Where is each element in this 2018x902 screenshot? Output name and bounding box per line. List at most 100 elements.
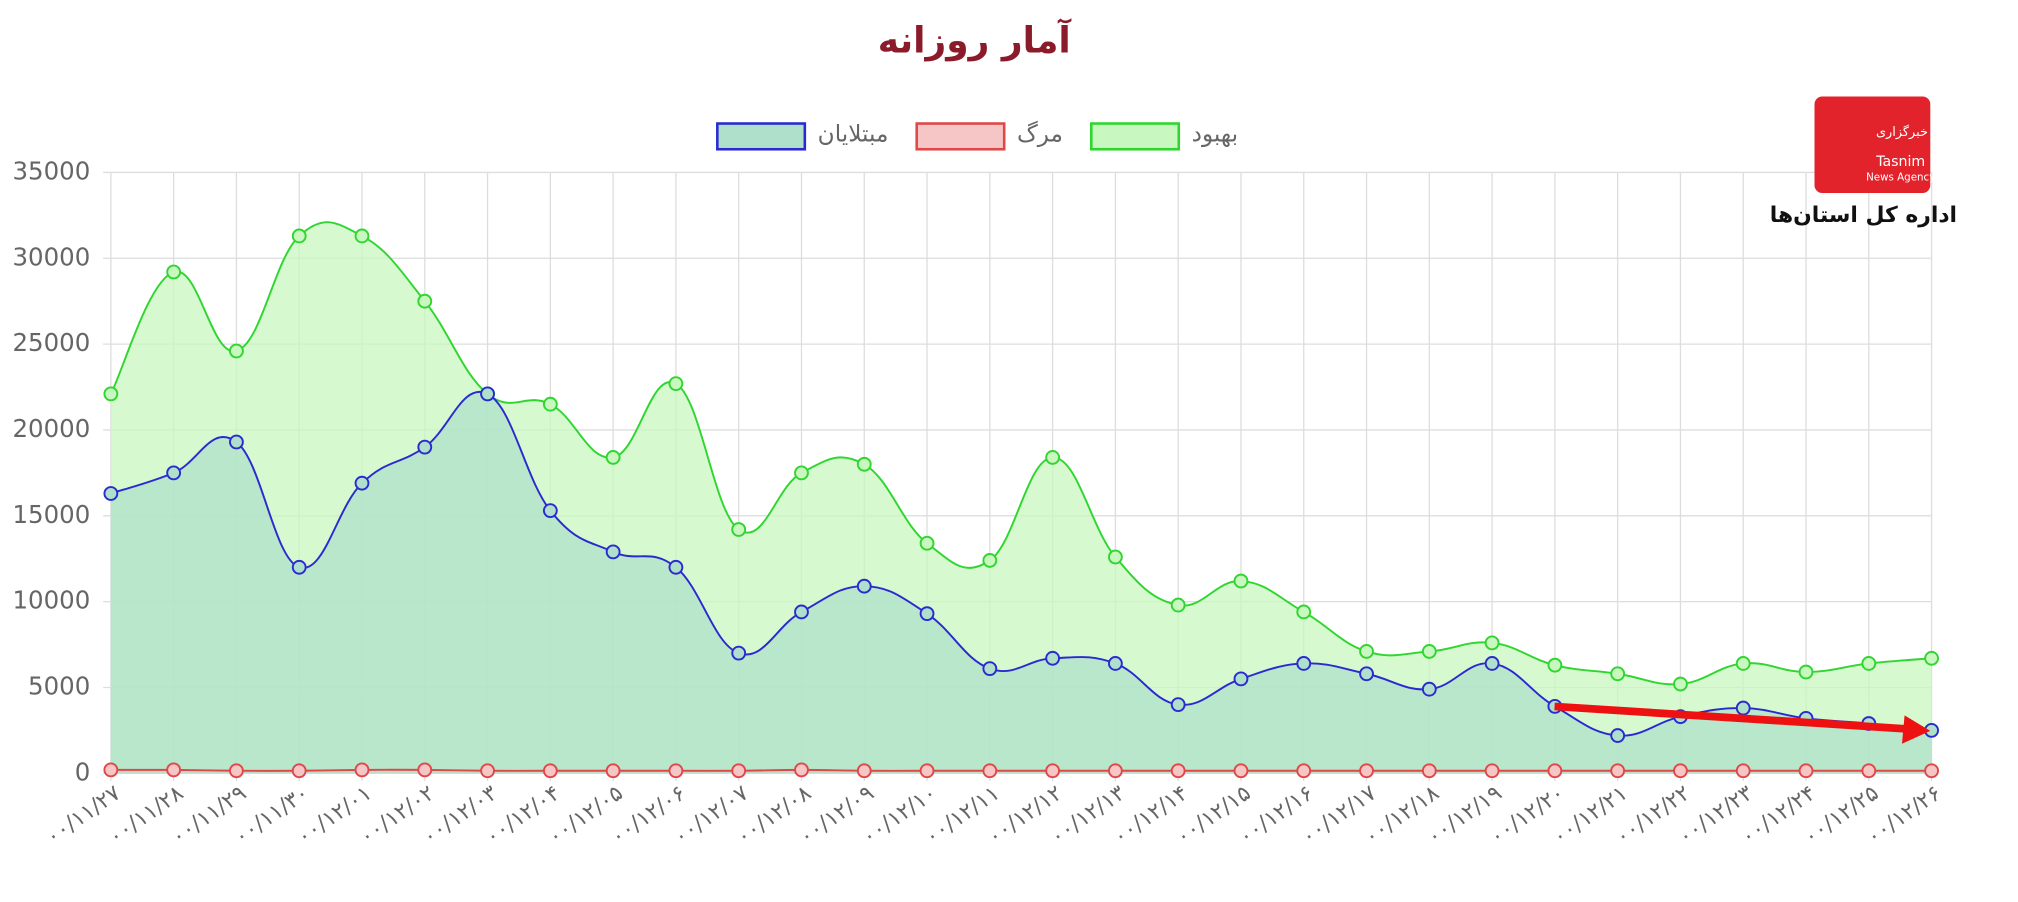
data-point — [1735, 656, 1751, 671]
data-point — [1359, 644, 1374, 659]
data-point — [856, 763, 872, 779]
area-fill — [110, 391, 1932, 774]
data-point — [794, 465, 809, 481]
series-line — [110, 390, 1932, 737]
data-point — [1359, 666, 1374, 682]
y-tick-label: 20000 — [13, 414, 91, 443]
data-point — [354, 475, 370, 491]
data-point — [1421, 763, 1437, 779]
data-point — [668, 763, 684, 779]
data-point — [417, 293, 433, 309]
data-point — [103, 762, 119, 778]
data-point — [1296, 656, 1312, 671]
data-point — [794, 604, 809, 620]
chart-title: آمار روزانه — [878, 17, 1073, 61]
data-point — [1045, 450, 1061, 465]
data-point — [1421, 644, 1437, 659]
data-point — [1170, 597, 1186, 613]
data-point — [542, 503, 558, 519]
data-point — [166, 762, 182, 778]
data-point — [1233, 763, 1249, 779]
data-point — [1735, 763, 1751, 779]
legend-label: بهبود — [1192, 122, 1238, 148]
data-point — [229, 434, 244, 450]
legend-swatch — [1089, 122, 1181, 151]
data-point — [354, 228, 370, 244]
data-point — [1108, 763, 1123, 779]
data-point — [291, 559, 307, 575]
lines — [103, 221, 1939, 779]
data-point — [229, 763, 244, 779]
data-point — [1484, 635, 1500, 651]
y-tick-label: 10000 — [13, 586, 91, 615]
data-point — [1421, 681, 1437, 697]
data-point — [1547, 657, 1563, 673]
y-tick-label: 30000 — [13, 242, 91, 271]
data-point — [1798, 763, 1814, 779]
data-point — [542, 763, 558, 779]
trend-arrow — [1554, 702, 1918, 734]
legend-swatch — [716, 122, 807, 151]
data-point — [982, 661, 998, 676]
data-point — [1108, 656, 1123, 671]
data-point — [605, 544, 621, 560]
y-tick-label: 35000 — [13, 156, 91, 185]
y-tick-label: 25000 — [13, 328, 91, 357]
data-point — [1673, 676, 1688, 692]
data-point — [919, 535, 935, 551]
data-point — [229, 343, 244, 359]
series-line — [110, 221, 1932, 686]
data-point — [166, 465, 182, 481]
data-point — [668, 376, 684, 391]
data-point — [982, 763, 998, 779]
data-point — [1610, 728, 1626, 743]
data-point — [1170, 763, 1186, 779]
data-point — [103, 386, 119, 402]
data-point — [1735, 700, 1751, 716]
data-point — [919, 606, 935, 622]
y-tick-label: 5000 — [28, 671, 90, 700]
data-point — [1924, 650, 1939, 666]
data-point — [1924, 763, 1939, 779]
legend-swatch — [915, 122, 1006, 151]
data-point — [1610, 763, 1626, 779]
logo-tagline: News Agency — [1866, 172, 1935, 184]
data-point — [1045, 650, 1061, 666]
data-point — [605, 450, 621, 465]
data-point — [856, 456, 872, 472]
logo: خبرگزاری Tasnim News Agency اداره کل است… — [1770, 96, 1957, 228]
data-point — [731, 763, 747, 779]
data-point — [1484, 656, 1500, 671]
data-point — [731, 645, 747, 661]
data-point — [542, 396, 558, 412]
data-point — [291, 763, 307, 779]
data-point — [856, 578, 872, 594]
logo-brand-fa: خبرگزاری — [1876, 124, 1928, 140]
data-point — [480, 763, 495, 779]
data-point — [1045, 763, 1061, 779]
areas — [110, 222, 1932, 774]
data-point — [605, 763, 621, 779]
data-point — [417, 762, 433, 778]
y-tick-label: 15000 — [13, 500, 91, 529]
data-point — [1610, 666, 1626, 682]
data-point — [794, 762, 809, 778]
data-point — [982, 553, 998, 568]
data-point — [1233, 671, 1249, 687]
data-point — [354, 762, 370, 778]
logo-brand-en: Tasnim — [1875, 154, 1925, 170]
y-tick-label: 0 — [75, 757, 91, 786]
data-point — [1296, 763, 1312, 779]
legend-label: مبتلایان — [818, 122, 889, 148]
data-point — [417, 439, 433, 455]
data-point — [1861, 656, 1877, 671]
data-point — [1673, 763, 1688, 779]
data-point — [919, 763, 935, 779]
data-point — [668, 559, 684, 575]
data-point — [1359, 763, 1374, 779]
data-point — [103, 486, 119, 501]
data-point — [1547, 763, 1563, 779]
data-point — [1798, 664, 1814, 680]
arrow-head — [1901, 715, 1931, 744]
